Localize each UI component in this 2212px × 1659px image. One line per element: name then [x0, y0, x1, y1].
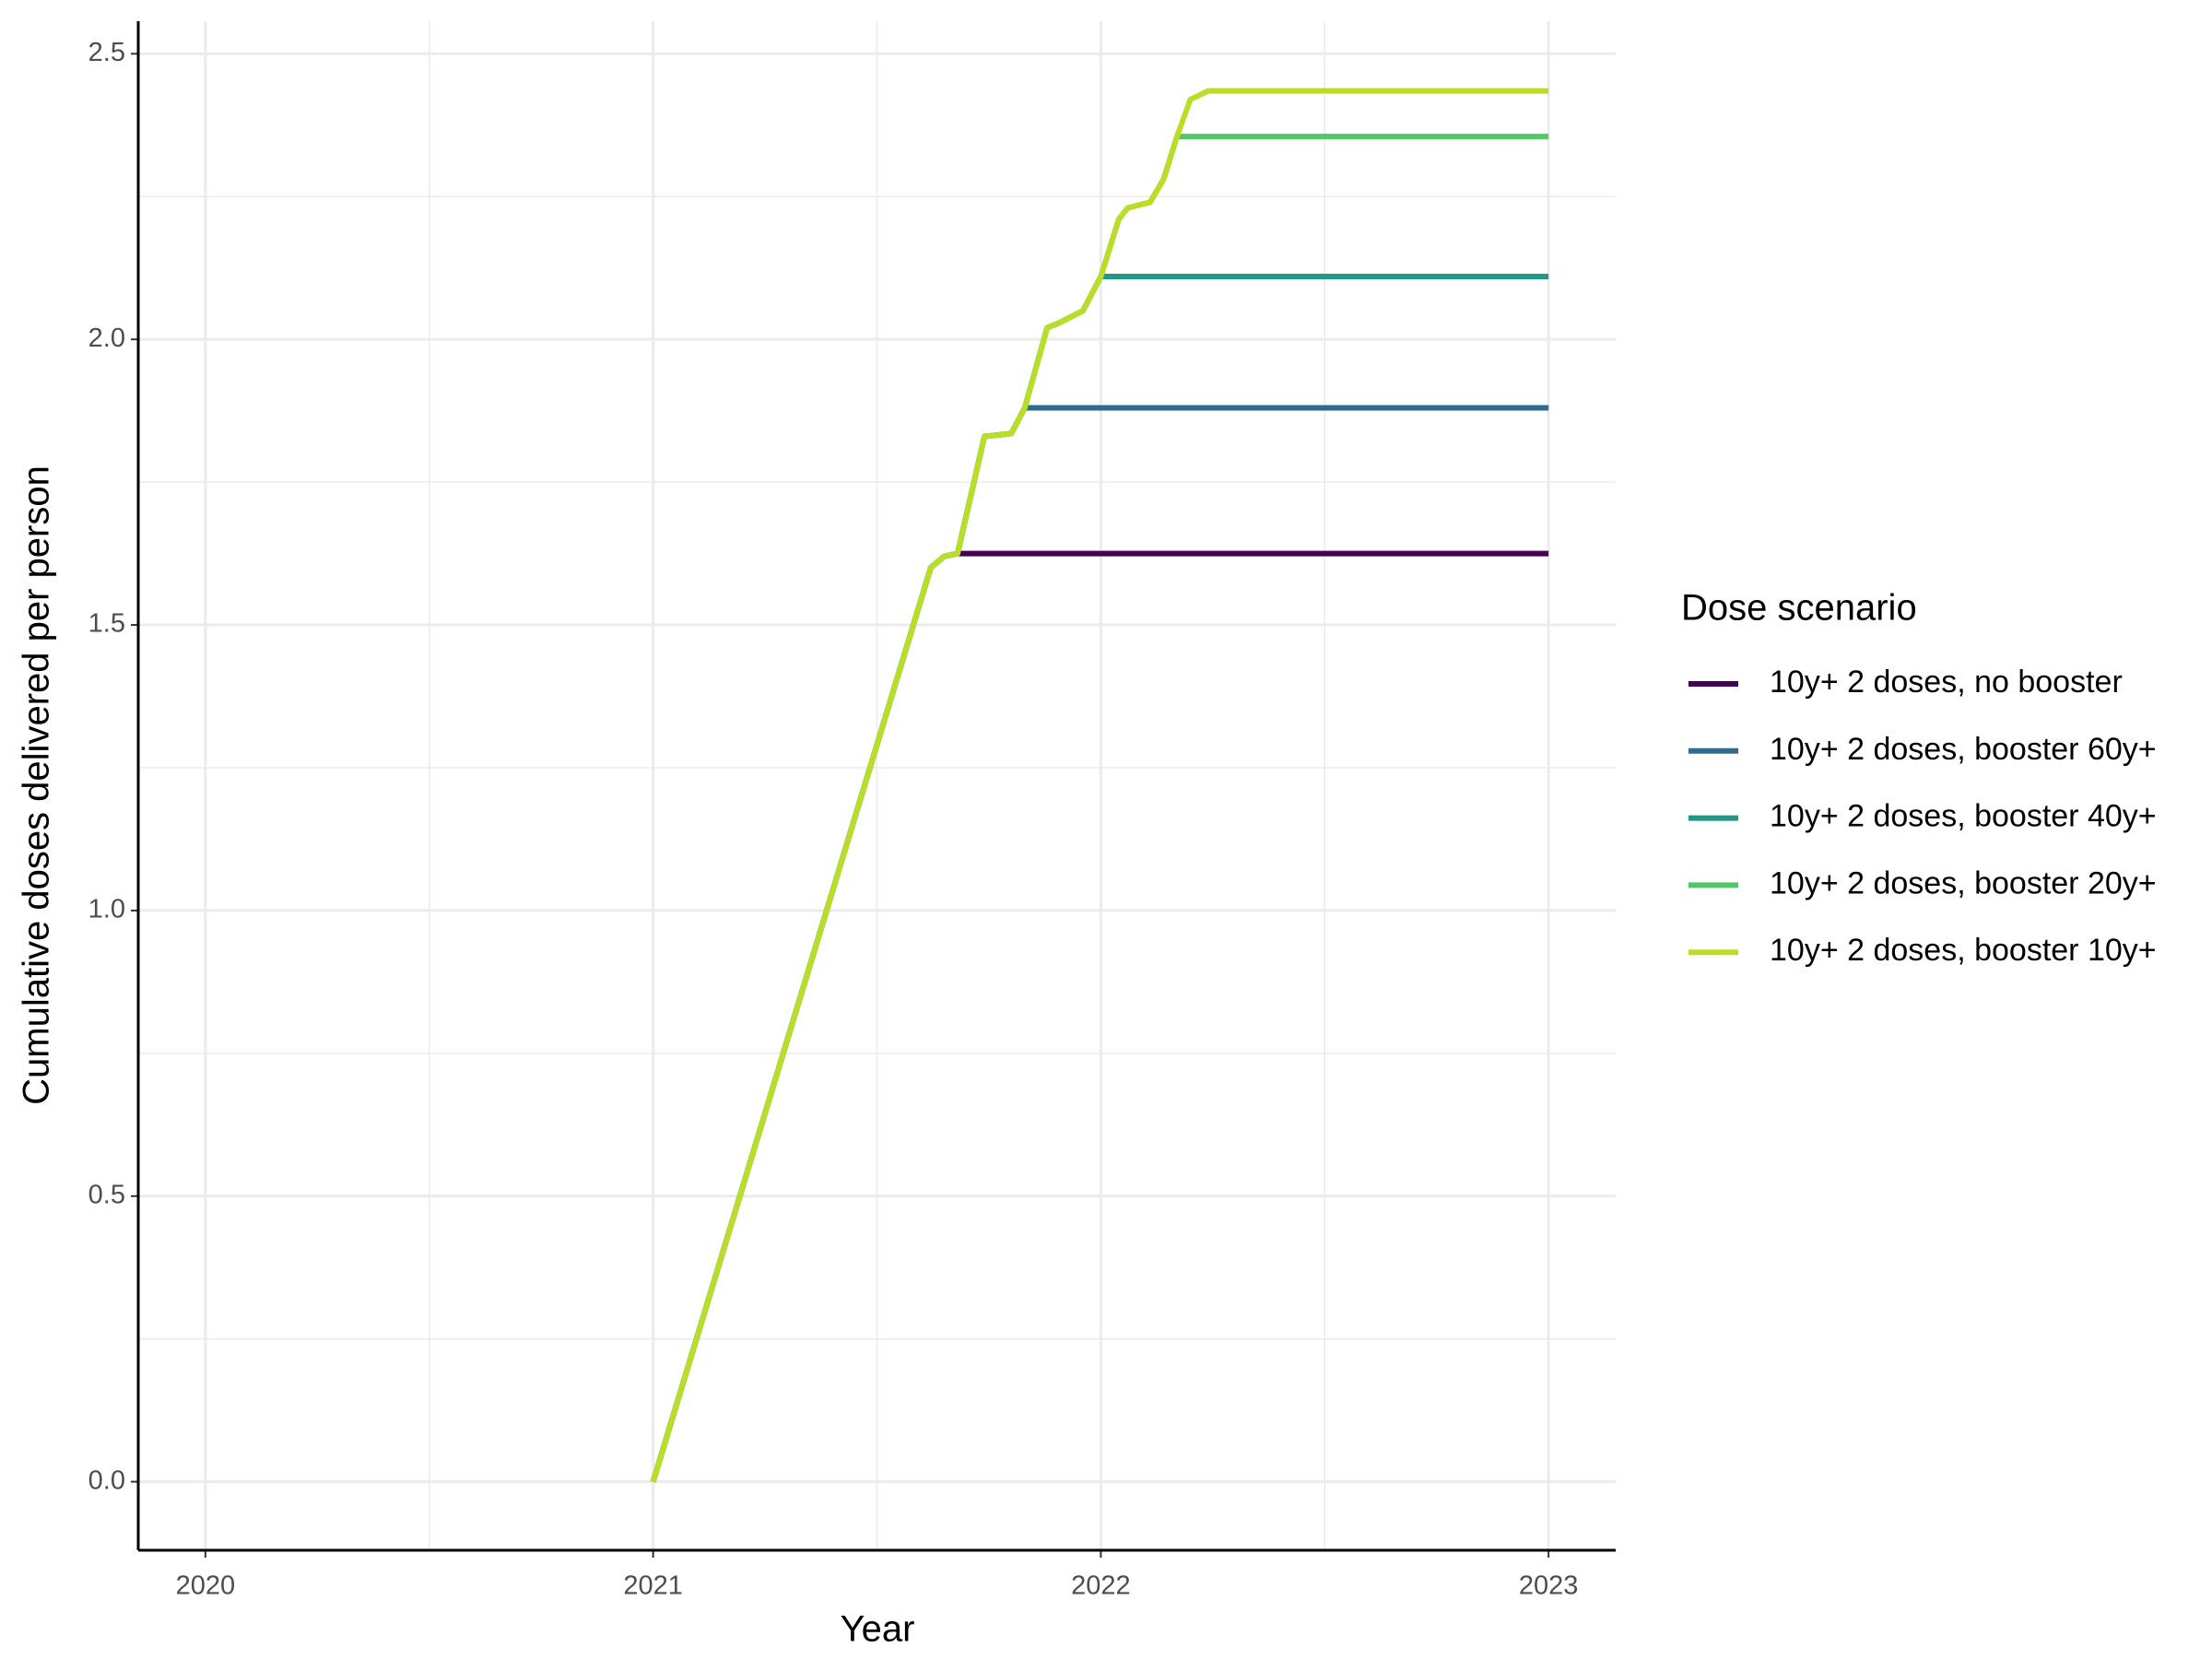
- y-tick-label: 1.0: [88, 895, 125, 924]
- y-tick-label: 1.5: [88, 609, 125, 639]
- grid: [138, 21, 1616, 1550]
- x-tick-label: 2021: [623, 1571, 683, 1601]
- axes: 0.0 0.5 1.0 1.5 2.0 2.5 2020 2021 2022 2023: [88, 21, 1616, 1601]
- series-line: [650, 88, 1549, 1483]
- x-tick-label: 2020: [176, 1571, 236, 1601]
- y-tick-label: 2.0: [88, 324, 125, 353]
- x-axis-title: Year: [841, 1609, 915, 1650]
- legend: Dose scenario 10y+ 2 doses, no booster 10…: [1681, 588, 2157, 969]
- x-tick-label: 2022: [1071, 1571, 1131, 1601]
- legend-label: 10y+ 2 doses, booster 60y+: [1770, 732, 2157, 767]
- y-tick-label: 2.5: [88, 38, 125, 67]
- legend-label: 10y+ 2 doses, booster 40y+: [1770, 799, 2157, 834]
- legend-label: 10y+ 2 doses, booster 20y+: [1770, 865, 2157, 900]
- plot-lines: [650, 88, 1549, 1483]
- legend-label: 10y+ 2 doses, booster 10y+: [1770, 933, 2157, 968]
- y-axis-title: Cumulative doses delivered per person: [17, 465, 57, 1105]
- y-tick-label: 0.0: [88, 1465, 125, 1495]
- legend-label: 10y+ 2 doses, no booster: [1770, 665, 2123, 700]
- legend-title: Dose scenario: [1681, 588, 1917, 629]
- y-tick-label: 0.5: [88, 1180, 125, 1209]
- x-tick-label: 2023: [1519, 1571, 1579, 1601]
